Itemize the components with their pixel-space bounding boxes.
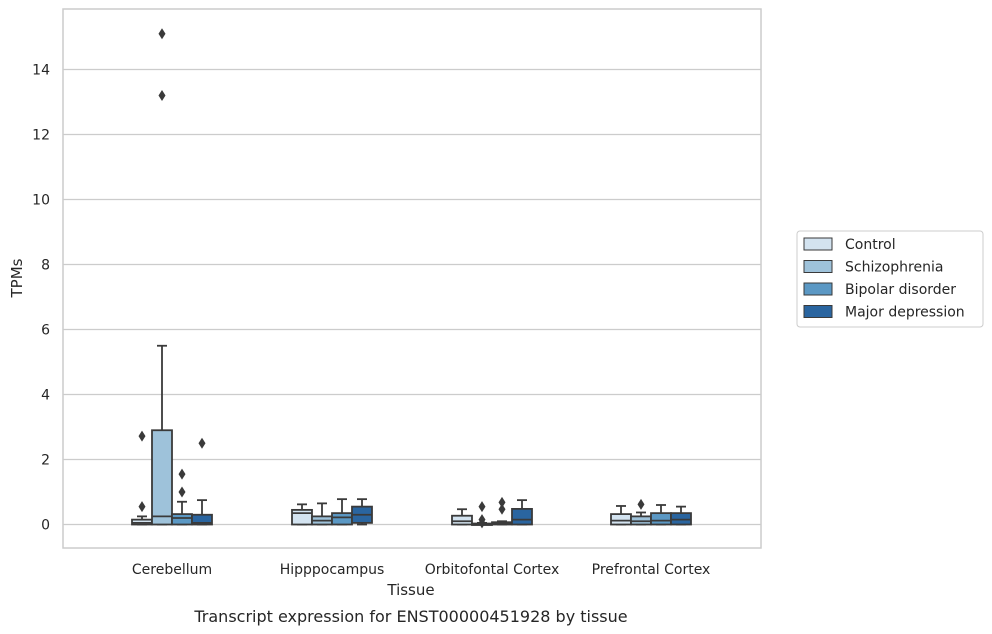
outlier-point (158, 90, 166, 101)
box-iqr (610, 513, 632, 526)
outlier-point (478, 501, 486, 513)
box-iqr (331, 512, 353, 526)
y-tick-labels: 0 2 4 6 8 10 12 14 (32, 63, 50, 534)
box-bipolar-disorder-1 (331, 498, 353, 526)
box-schizophrenia-0 (151, 28, 173, 526)
outlier-point (178, 486, 186, 498)
outlier-point (478, 514, 486, 526)
legend-swatch (803, 305, 833, 318)
legend-swatch (803, 282, 833, 296)
box-bipolar-disorder-3 (650, 504, 672, 526)
plot-frame (62, 8, 762, 549)
outlier-point (498, 496, 506, 508)
outlier-point (138, 430, 146, 442)
y-tick-label: 14 (32, 63, 50, 79)
outlier-point (138, 501, 146, 513)
box-iqr (151, 429, 173, 526)
legend-label: Schizophrenia (845, 260, 943, 276)
y-tick-label: 2 (41, 453, 50, 469)
box-major-depression-3 (670, 505, 692, 526)
x-tick-label: Orbitofontal Cortex (425, 562, 560, 578)
legend-label: Bipolar disorder (845, 282, 956, 298)
y-tick-label: 12 (32, 128, 50, 144)
box-iqr (650, 512, 672, 526)
legend: Control Schizophrenia Bipolar disorder Majo… (796, 230, 984, 328)
box-major-depression-0 (191, 437, 213, 526)
box-major-depression-2 (511, 499, 533, 526)
x-tick-labels: Cerebellum Hipppocampus Orbitofontal Corte… (132, 562, 710, 578)
y-tick-label: 6 (41, 323, 50, 339)
box-control-2 (451, 508, 473, 526)
outlier-point (198, 437, 206, 449)
outlier-point (498, 503, 506, 515)
legend-swatch (803, 260, 833, 273)
box-schizophrenia-2 (471, 501, 493, 529)
legend-frame (796, 230, 984, 328)
box-iqr (511, 507, 533, 526)
box-iqr (451, 514, 473, 526)
box-control-1 (291, 503, 313, 526)
outlier-point (178, 468, 186, 480)
y-axis-label: TPMs (8, 258, 26, 298)
x-tick-label: Hipppocampus (280, 562, 385, 578)
box-iqr (191, 513, 213, 526)
x-axis-label: Tissue (386, 581, 434, 599)
x-tick-label: Prefrontal Cortex (592, 562, 711, 578)
box-major-depression-1 (351, 498, 373, 526)
legend-label: Major depression (845, 305, 965, 321)
plot-area (63, 9, 761, 548)
y-tick-label: 0 (41, 518, 50, 534)
box-bipolar-disorder-2 (491, 496, 513, 526)
outlier-point (637, 498, 645, 510)
box-series (131, 28, 692, 529)
box-control-0 (131, 430, 153, 526)
outlier-point (158, 28, 166, 40)
y-tick-label: 8 (41, 258, 50, 274)
legend-swatch (803, 237, 833, 251)
box-bipolar-disorder-0 (171, 468, 193, 526)
box-iqr (171, 513, 193, 526)
y-tick-label: 4 (41, 388, 50, 404)
chart-caption: Transcript expression for ENST0000045192… (193, 607, 627, 626)
box-iqr (291, 508, 313, 526)
legend-label: Control (845, 237, 896, 253)
x-tick-label: Cerebellum (132, 562, 212, 578)
y-tick-label: 10 (32, 193, 50, 209)
